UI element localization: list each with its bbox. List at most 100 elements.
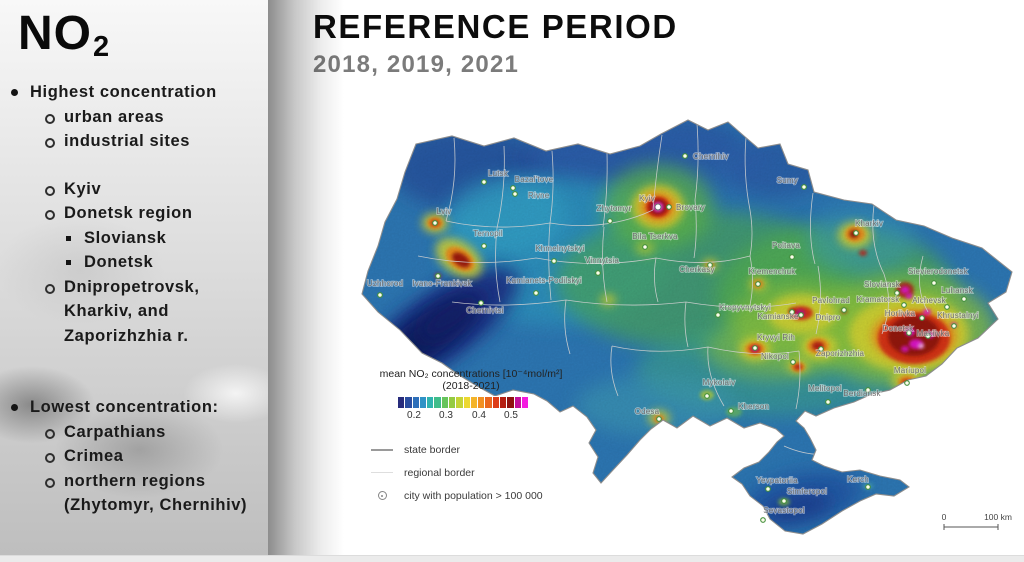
city-marker (925, 333, 931, 339)
scalebar-zero-label: 0 (942, 512, 947, 522)
map-legend: mean NO₂ concentrations [10⁻⁴mol/m²] (20… (364, 368, 578, 507)
sidebar-list-item: industrial sites (0, 129, 268, 154)
city-marker (944, 304, 950, 310)
sidebar-item-text: Lowest concentration: (30, 398, 219, 416)
city-marker (825, 399, 831, 405)
city-label: Kremenchuk (749, 267, 797, 276)
no2-title: NO2 (18, 6, 109, 63)
city-label: Zhytomyr (597, 204, 632, 213)
colorbar-segment (441, 397, 448, 408)
sidebar-list-item: Lowest concentration: (0, 395, 268, 420)
sidebar-item-text: industrial sites (64, 132, 191, 150)
colorbar-segment (434, 397, 441, 408)
city-label: Kamianske (757, 312, 799, 321)
colorbar-segment (419, 397, 427, 408)
bullet-icon (45, 453, 55, 463)
sidebar-item-text: urban areas (64, 107, 165, 126)
city-marker (865, 387, 871, 393)
sidebar-list-item: Highest concentration (0, 80, 268, 105)
city-marker (707, 262, 713, 268)
colorbar-segment (448, 397, 456, 408)
sidebar-item-text: Highest concentration (30, 83, 217, 101)
city-label: Khrustalnyi (937, 311, 979, 320)
city-label: Kherson (738, 402, 769, 411)
legend-item-regional-border: regional border (364, 461, 578, 484)
city-label: Chernihiv (693, 152, 729, 161)
city-marker (894, 290, 900, 296)
city-marker (961, 296, 967, 302)
city-marker (801, 184, 807, 190)
colorbar-segment (485, 397, 492, 408)
city-label: Poltava (772, 241, 800, 250)
city-marker (781, 498, 787, 504)
regional-border-icon (369, 471, 395, 474)
city-label: Sloviansk (864, 280, 901, 289)
bullet-icon (66, 260, 71, 265)
legend-item-state-border: state border (364, 438, 578, 461)
city-label: Chernivtsi (466, 306, 504, 315)
colorbar-segment (514, 397, 521, 408)
colorbar-tick-label: 0.3 (439, 410, 453, 421)
city-marker (656, 416, 662, 422)
city-marker (798, 312, 804, 318)
legend-item-label: state border (404, 443, 461, 456)
city-marker (755, 281, 761, 287)
sidebar: NO2 Highest concentration urban areas indu… (0, 0, 268, 562)
city-label: Kropyvnytskyi (719, 303, 771, 312)
legend-item-city-marker: city with population > 100 000 (364, 484, 578, 507)
city-label: Kramatorsk (857, 295, 901, 304)
city-label: Donetsk (883, 324, 915, 333)
city-label: Sievierodonetsk (908, 267, 969, 276)
bullet-icon (45, 185, 55, 196)
city-marker (481, 179, 487, 185)
city-marker (595, 270, 601, 276)
city-marker (478, 300, 484, 306)
colorbar-segment (499, 397, 507, 408)
bullet-icon (45, 210, 55, 220)
sidebar-item-text: Crimea (64, 447, 124, 465)
city-marker (789, 309, 795, 315)
city-marker (682, 153, 688, 159)
city-label: Kryvyi Rih (757, 333, 795, 342)
city-marker (551, 258, 557, 264)
bullet-icon (11, 404, 18, 411)
city-label: Horlivka (885, 309, 916, 318)
city-marker (533, 290, 539, 296)
city-label: Dnipro (816, 313, 841, 322)
sidebar-list-item: Carpathians (0, 420, 268, 445)
no2-title-main: NO (18, 7, 92, 60)
city-label: Kharkiv (855, 219, 883, 228)
city-marker (435, 273, 441, 279)
city-marker (715, 312, 721, 318)
city-label: Kerch (847, 475, 869, 484)
bullet-icon (45, 477, 55, 488)
city-marker (790, 359, 796, 365)
city-marker-kyiv (654, 203, 662, 211)
city-marker (704, 393, 710, 399)
city-label: Melitopol (808, 384, 842, 393)
city-marker (818, 346, 824, 352)
sidebar-item-text: northern regions (Zhytomyr, Chernihiv) (64, 471, 248, 515)
legend-subtitle: (2018-2021) (442, 380, 500, 392)
city-marker (853, 230, 859, 236)
city-label: Nikopol (761, 352, 789, 361)
city-marker (377, 292, 383, 298)
colorbar-segment (405, 397, 412, 408)
page-title: REFERENCE PERIOD (313, 8, 678, 45)
colorbar-segment (478, 397, 485, 408)
main-area: REFERENCE PERIOD 2018, 2019, 2021 Cherni… (268, 0, 1024, 562)
colorbar-segment (456, 397, 463, 408)
sidebar-list-item: urban areas (0, 105, 268, 130)
city-label: Uzhhorod (367, 279, 403, 288)
city-label: Brovary (676, 203, 705, 212)
sidebar-list-item: Crimea (0, 444, 268, 469)
city-marker (728, 408, 734, 414)
city-marker (510, 185, 516, 191)
city-marker (931, 280, 937, 286)
header: REFERENCE PERIOD 2018, 2019, 2021 (313, 8, 678, 79)
city-label: Yevpatoriia (756, 476, 798, 485)
sidebar-list-item (0, 348, 268, 395)
city-marker (919, 315, 925, 321)
legend-item-label: regional border (404, 466, 475, 479)
